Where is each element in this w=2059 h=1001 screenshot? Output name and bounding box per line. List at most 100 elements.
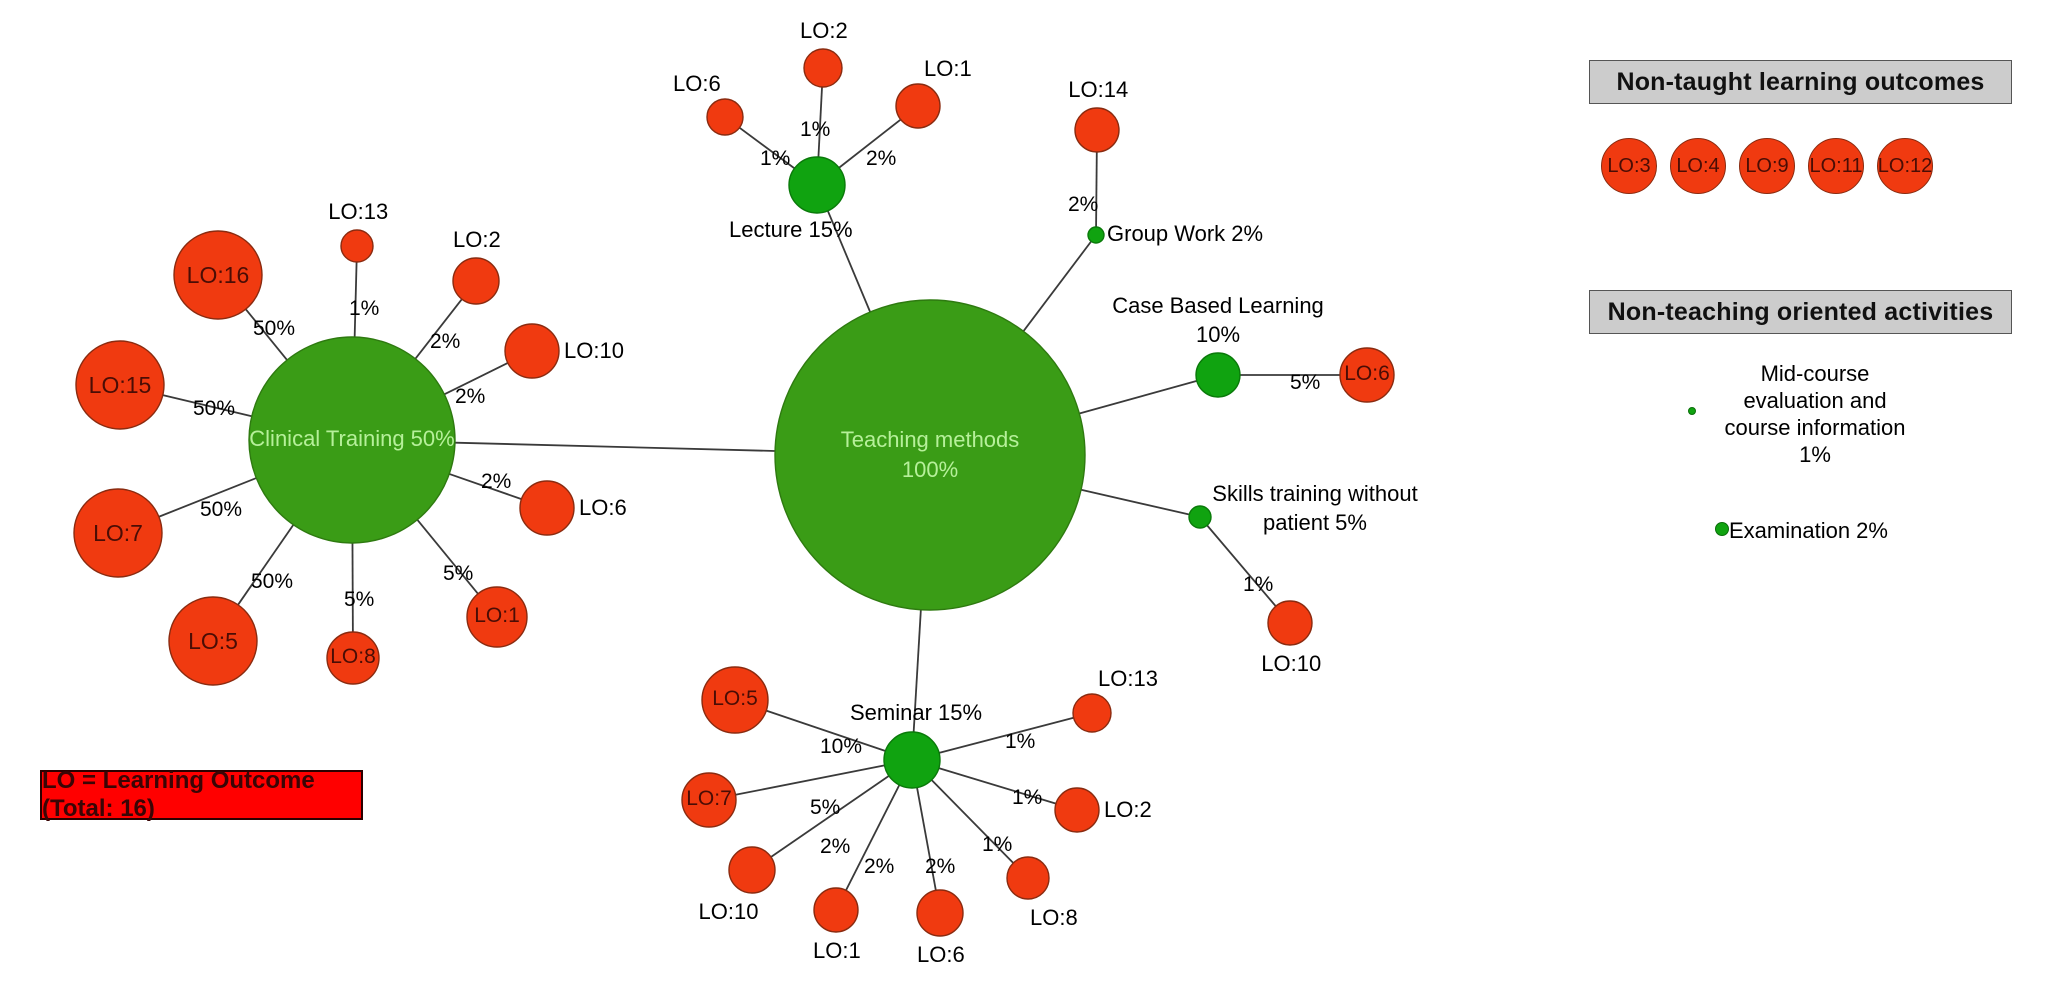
outcome-label-ct_lo7: LO:7 bbox=[93, 520, 143, 546]
root-label-percent: 100% bbox=[901, 457, 959, 482]
edge-seminar-to-sem_lo1 bbox=[845, 784, 901, 891]
edge-percent-label-15: 1% bbox=[1243, 573, 1274, 596]
non-taught-outcome-lo4[interactable]: LO:4 bbox=[1670, 138, 1726, 194]
outcome-label-cbl_lo6: LO:6 bbox=[1344, 362, 1390, 385]
edge-lecture-to-lec_lo6 bbox=[738, 126, 796, 170]
outcome-node-sem_lo5[interactable] bbox=[701, 666, 769, 734]
outcome-label-sem_lo5: LO:5 bbox=[712, 687, 758, 710]
outcome-node-sem_lo1[interactable] bbox=[813, 887, 859, 933]
edge-percent-label-16: 10% bbox=[820, 735, 863, 758]
outcome-label-sem_lo10: LO:10 bbox=[698, 899, 759, 924]
non-teaching-item-mid-course-label: Mid-course evaluation and course informa… bbox=[1685, 360, 1945, 468]
panel-non-teaching-title: Non-teaching oriented activities bbox=[1607, 297, 1994, 326]
method-node-seminar[interactable] bbox=[883, 731, 941, 789]
edge-percent-label-8: 2% bbox=[430, 330, 461, 353]
edge-lecture-to-lec_lo1 bbox=[838, 118, 902, 169]
edge-teaching_methods-to-clinical_training bbox=[454, 441, 776, 452]
outcome-label-ct_lo2: LO:2 bbox=[453, 227, 501, 252]
panel-non-teaching-activities: Non-teaching oriented activities bbox=[1589, 290, 2012, 334]
outcome-node-st_lo10[interactable] bbox=[1267, 600, 1313, 646]
edge-skills_training-to-st_lo10 bbox=[1206, 524, 1277, 607]
outcome-node-ct_lo2[interactable] bbox=[452, 257, 500, 305]
edge-clinical_training-to-ct_lo13 bbox=[353, 261, 358, 338]
mid-course-line4: 1% bbox=[1799, 442, 1831, 467]
outcome-label-sem_lo6: LO:6 bbox=[917, 942, 965, 967]
edge-clinical_training-to-ct_lo15 bbox=[162, 394, 252, 418]
edge-percent-label-6: 2% bbox=[481, 470, 512, 493]
method-label-group_work: Group Work 2% bbox=[1107, 221, 1264, 246]
mid-course-line3: course information bbox=[1724, 415, 1906, 440]
edge-percent-label-10: 1% bbox=[760, 147, 791, 170]
edge-percent-label-0: 50% bbox=[253, 317, 296, 340]
non-teaching-item-examination-label: Examination 2% bbox=[1729, 518, 1888, 543]
outcome-label-ct_lo10: LO:10 bbox=[564, 338, 624, 363]
outcome-label-sem_lo13: LO:13 bbox=[1098, 666, 1158, 691]
method-label-skills_training: Skills training without patient 5% bbox=[1212, 481, 1418, 535]
non-taught-outcome-lo12[interactable]: LO:12 bbox=[1877, 138, 1933, 194]
outcome-node-sem_lo8[interactable] bbox=[1006, 856, 1050, 900]
edge-clinical_training-to-ct_lo6 bbox=[448, 473, 522, 500]
non-teaching-activity-dot-mid-course[interactable] bbox=[1688, 407, 1696, 415]
edge-clinical_training-to-ct_lo16 bbox=[245, 308, 288, 361]
edge-seminar-to-sem_lo5 bbox=[765, 709, 886, 752]
edge-percent-label-23: 1% bbox=[1005, 730, 1036, 753]
edge-percent-label-21: 1% bbox=[982, 833, 1013, 856]
panel-non-taught-title: Non-taught learning outcomes bbox=[1616, 67, 1985, 96]
edge-clinical_training-to-ct_lo10 bbox=[443, 362, 509, 396]
outcome-node-ct_lo1[interactable] bbox=[466, 586, 528, 648]
edge-seminar-to-sem_lo8 bbox=[930, 779, 1014, 864]
outcome-node-ct_lo6[interactable] bbox=[519, 480, 575, 536]
cbl-label-title: Case Based Learning bbox=[1112, 293, 1324, 318]
outcome-node-sem_lo2[interactable] bbox=[1054, 787, 1100, 833]
method-node-group_work[interactable] bbox=[1087, 226, 1105, 244]
outcome-label-sem_lo8: LO:8 bbox=[1030, 905, 1078, 930]
method-node-case_based_learning[interactable] bbox=[1195, 352, 1241, 398]
outcome-node-ct_lo16[interactable] bbox=[173, 230, 263, 320]
learning-outcome-legend-box: LO = Learning Outcome (Total: 16) bbox=[40, 767, 363, 822]
outcome-label-sem_lo7: LO:7 bbox=[686, 787, 732, 810]
outcome-node-ct_lo10[interactable] bbox=[504, 323, 560, 379]
method-node-teaching_methods[interactable] bbox=[774, 299, 1086, 611]
outcome-node-ct_lo13[interactable] bbox=[340, 229, 374, 263]
edge-clinical_training-to-ct_lo1 bbox=[416, 519, 479, 595]
edge-percent-label-7: 2% bbox=[455, 385, 486, 408]
outcome-node-ct_lo7[interactable] bbox=[73, 488, 163, 578]
edge-percent-label-12: 2% bbox=[866, 147, 897, 170]
outcome-label-ct_lo6: LO:6 bbox=[579, 495, 627, 520]
outcome-node-lec_lo2[interactable] bbox=[803, 48, 843, 88]
outcome-node-gw_lo14[interactable] bbox=[1074, 107, 1120, 153]
edge-percent-label-9: 1% bbox=[349, 297, 380, 320]
outcome-node-sem_lo10[interactable] bbox=[728, 846, 776, 894]
outcome-node-sem_lo6[interactable] bbox=[916, 889, 964, 937]
outcome-node-cbl_lo6[interactable] bbox=[1339, 347, 1395, 403]
outcome-node-ct_lo15[interactable] bbox=[75, 340, 165, 430]
non-taught-outcome-lo11[interactable]: LO:11 bbox=[1808, 138, 1864, 194]
non-taught-outcome-lo3[interactable]: LO:3 bbox=[1601, 138, 1657, 194]
method-node-clinical_training[interactable] bbox=[248, 336, 456, 544]
edge-seminar-to-sem_lo6 bbox=[916, 787, 937, 891]
edge-lecture-to-lec_lo2 bbox=[817, 86, 823, 158]
panel-non-taught-learning-outcomes: Non-taught learning outcomes bbox=[1589, 60, 2012, 104]
edge-seminar-to-sem_lo7 bbox=[735, 764, 885, 796]
edge-percent-label-5: 5% bbox=[443, 562, 474, 585]
outcome-node-lec_lo1[interactable] bbox=[895, 83, 941, 129]
outcome-label-ct_lo8: LO:8 bbox=[330, 645, 376, 668]
method-node-lecture[interactable] bbox=[788, 156, 846, 214]
edge-percent-label-13: 2% bbox=[1068, 193, 1099, 216]
method-node-skills_training[interactable] bbox=[1188, 505, 1212, 529]
outcome-label-ct_lo13: LO:13 bbox=[328, 199, 389, 224]
non-taught-outcome-lo9[interactable]: LO:9 bbox=[1739, 138, 1795, 194]
outcome-node-lec_lo6[interactable] bbox=[706, 98, 744, 136]
outcome-label-ct_lo5: LO:5 bbox=[188, 628, 238, 654]
edge-seminar-to-sem_lo10 bbox=[770, 775, 890, 858]
outcome-node-sem_lo7[interactable] bbox=[681, 772, 737, 828]
outcome-label-lec_lo1: LO:1 bbox=[924, 56, 972, 81]
outcome-node-sem_lo13[interactable] bbox=[1072, 693, 1112, 733]
outcome-label-lec_lo2: LO:2 bbox=[800, 18, 848, 43]
mid-course-line1: Mid-course bbox=[1760, 361, 1870, 386]
outcome-node-ct_lo5[interactable] bbox=[168, 596, 258, 686]
non-teaching-activity-dot-examination[interactable] bbox=[1715, 522, 1729, 536]
edge-percent-label-1: 50% bbox=[193, 397, 236, 420]
outcome-node-ct_lo8[interactable] bbox=[326, 631, 380, 685]
